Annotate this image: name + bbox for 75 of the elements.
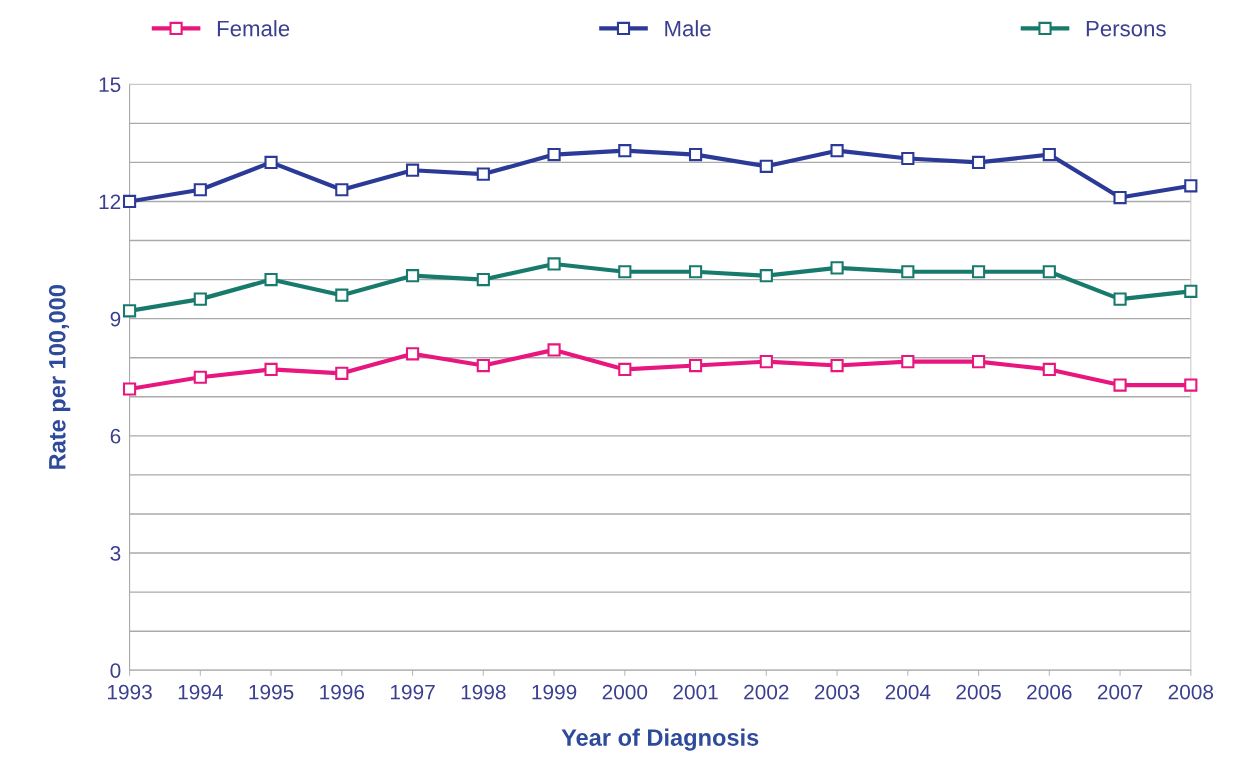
x-tick-label: 1996 <box>320 684 365 700</box>
point <box>1113 190 1127 205</box>
point <box>122 382 137 396</box>
point <box>335 288 349 302</box>
point <box>618 144 632 158</box>
point <box>1113 378 1127 392</box>
point <box>1042 147 1056 162</box>
point <box>1113 292 1127 306</box>
point <box>264 362 278 377</box>
x-tick-label: 2000 <box>602 684 648 700</box>
point <box>971 155 986 169</box>
legend-label: Female <box>217 20 290 37</box>
point <box>547 147 561 162</box>
point <box>901 151 915 166</box>
y-axis-title: Rate per 100,000 <box>48 285 71 469</box>
point <box>688 358 703 373</box>
point <box>335 183 349 197</box>
x-tick-label: 2001 <box>673 684 718 700</box>
x-tick-label: 2007 <box>1097 684 1143 700</box>
point <box>193 292 207 306</box>
y-tick-label: 12 <box>99 194 121 210</box>
y-tick-label: 9 <box>110 311 121 327</box>
point <box>688 265 703 279</box>
x-tick-label: 2003 <box>814 684 860 700</box>
point <box>547 343 561 357</box>
point <box>335 366 349 380</box>
legend-label: Male <box>665 20 711 37</box>
point <box>971 265 986 279</box>
point <box>476 272 490 287</box>
point <box>830 144 844 158</box>
point <box>901 265 915 279</box>
point <box>901 355 915 369</box>
x-tick-label: 2002 <box>744 684 789 700</box>
point <box>405 347 420 361</box>
x-tick-label: 1993 <box>107 684 152 700</box>
x-tick-label: 1997 <box>390 684 435 700</box>
x-tick-label: 1999 <box>532 684 577 700</box>
point <box>547 257 561 271</box>
point <box>1042 362 1056 377</box>
point <box>618 362 632 377</box>
point <box>1184 378 1198 392</box>
legend-label: Persons <box>1086 20 1166 37</box>
point <box>405 269 420 283</box>
y-tick-label: 0 <box>110 663 121 678</box>
point <box>264 272 278 287</box>
x-tick-label: 1994 <box>178 684 223 700</box>
y-tick-label: 3 <box>110 546 121 561</box>
point <box>759 355 773 369</box>
point <box>759 269 773 283</box>
point <box>1184 179 1198 193</box>
point <box>688 147 703 162</box>
x-tick-label: 2005 <box>956 684 1001 700</box>
point <box>1184 284 1198 298</box>
x-tick-label: 2008 <box>1168 684 1214 700</box>
point <box>122 194 137 209</box>
x-tick-label: 2004 <box>885 684 931 700</box>
point <box>1042 265 1056 279</box>
x-axis-title: Year of Diagnosis <box>561 728 759 751</box>
point <box>830 261 844 275</box>
x-tick-label: 2006 <box>1027 684 1072 700</box>
x-tick-label: 1998 <box>461 684 506 700</box>
y-tick-label: 15 <box>99 77 121 93</box>
x-tick-label: 1995 <box>249 684 294 700</box>
point <box>405 163 420 177</box>
point <box>830 358 844 373</box>
y-tick-label: 6 <box>110 428 121 444</box>
point <box>193 370 207 384</box>
point <box>971 355 986 369</box>
point <box>193 183 207 197</box>
point <box>122 304 137 318</box>
point <box>759 159 773 173</box>
point <box>618 265 632 279</box>
point <box>264 155 278 169</box>
point <box>476 358 490 373</box>
point <box>476 167 490 181</box>
